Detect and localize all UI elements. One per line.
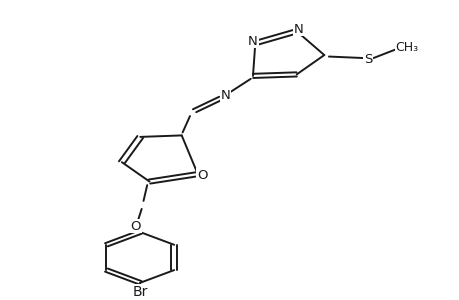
Text: CH₃: CH₃ xyxy=(395,41,418,54)
Text: S: S xyxy=(363,53,371,66)
Text: N: N xyxy=(293,23,303,36)
Text: O: O xyxy=(130,220,140,233)
Text: N: N xyxy=(220,89,230,102)
Text: Br: Br xyxy=(132,285,148,299)
Text: N: N xyxy=(247,34,257,48)
Text: O: O xyxy=(197,169,207,182)
